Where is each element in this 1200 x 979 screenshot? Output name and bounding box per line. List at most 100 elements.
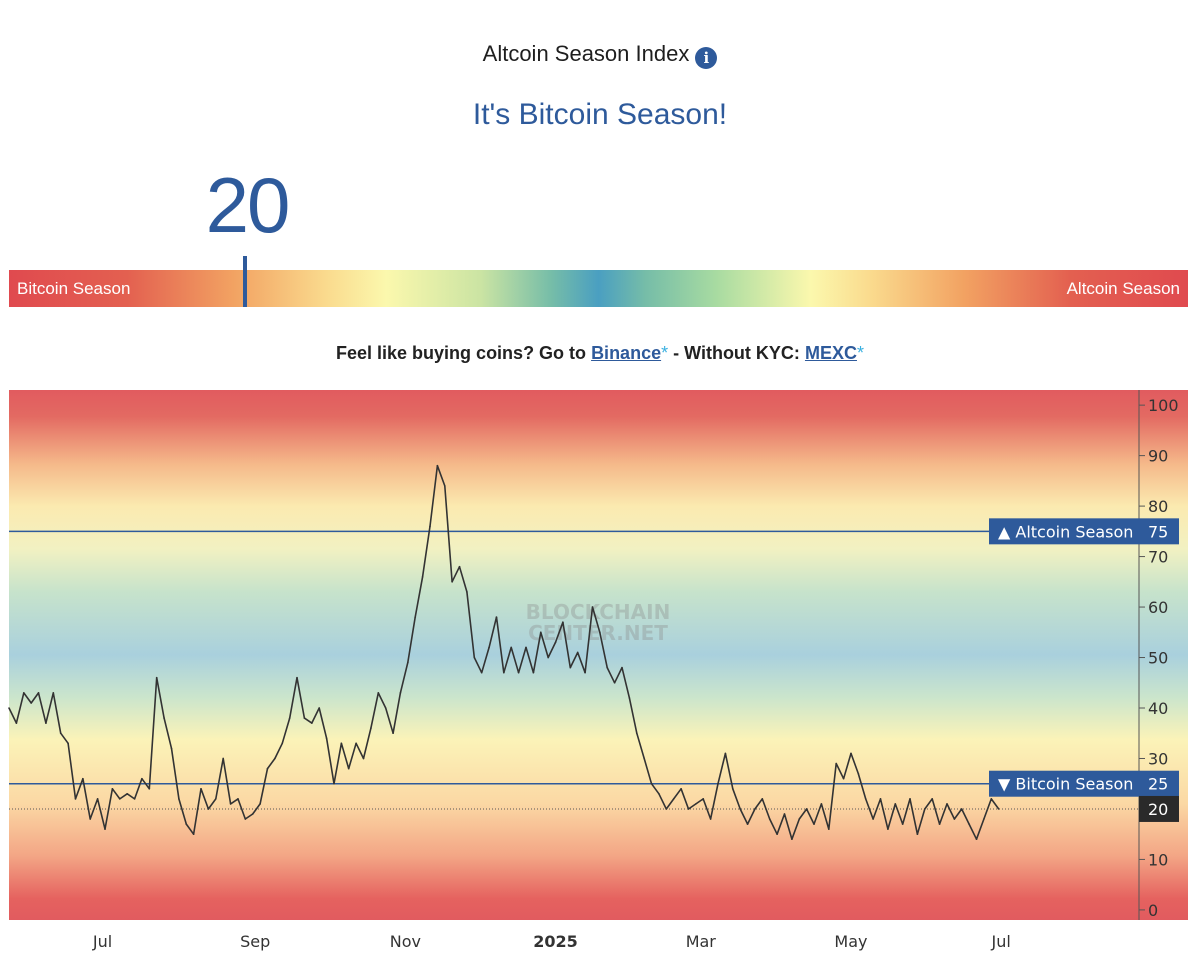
data-point <box>739 808 741 810</box>
data-point <box>30 702 32 704</box>
data-point <box>990 798 993 800</box>
data-point <box>207 808 210 810</box>
data-point <box>141 777 143 780</box>
data-point <box>266 767 269 770</box>
data-point <box>281 742 284 745</box>
data-point <box>864 798 867 800</box>
data-point <box>155 676 158 679</box>
data-point <box>805 808 808 810</box>
y-tick-label: 50 <box>1148 649 1168 668</box>
data-point <box>643 757 645 760</box>
data-point <box>148 787 151 790</box>
data-point <box>731 787 734 790</box>
data-point <box>835 762 837 765</box>
data-point <box>429 525 431 528</box>
data-point <box>768 818 771 820</box>
data-point <box>355 742 357 745</box>
season-gauge-bar: Bitcoin Season Altcoin Season <box>9 256 1188 307</box>
data-point <box>96 798 99 800</box>
y-tick-label: 80 <box>1148 497 1168 516</box>
data-point <box>325 737 328 740</box>
threshold-tag <box>989 770 1179 797</box>
data-point <box>850 752 852 755</box>
data-point <box>680 787 682 790</box>
data-point <box>488 646 490 649</box>
data-point <box>451 581 453 583</box>
mexc-link[interactable]: MEXC <box>804 343 857 363</box>
data-point <box>761 798 764 800</box>
page-title: Altcoin Season Index <box>482 41 690 66</box>
x-tick-label: Jul <box>990 932 1010 951</box>
data-point <box>525 646 527 649</box>
y-tick-label: 70 <box>1148 548 1168 567</box>
altcoin-season-chart: BLOCKCHAIN CENTER.NET 0 10 20 30 40 50 60 70 80 9… <box>0 390 1200 974</box>
data-point <box>591 606 594 608</box>
data-point <box>303 717 306 719</box>
data-point <box>857 772 860 775</box>
threshold-value: 75 <box>1148 522 1168 541</box>
data-point <box>635 732 638 735</box>
data-point <box>576 651 579 654</box>
data-point <box>296 676 298 679</box>
threshold-label: ▼ Bitcoin Season <box>998 775 1133 794</box>
x-tick-label: Sep <box>240 932 270 951</box>
threshold-tag <box>989 518 1179 545</box>
data-point <box>746 823 749 825</box>
data-point <box>584 671 586 674</box>
current-value-label: 20 <box>1148 800 1168 819</box>
season-status-message: It's Bitcoin Season! <box>472 98 728 131</box>
data-point <box>436 464 439 467</box>
data-point <box>842 777 845 780</box>
data-point <box>458 565 461 568</box>
promo-line: Feel like buying coins? Go to Binance* -… <box>0 341 1200 365</box>
data-point <box>554 641 557 644</box>
data-point <box>259 803 261 805</box>
data-point <box>606 666 609 669</box>
data-point <box>52 692 55 694</box>
current-index-value: 20 <box>205 161 291 249</box>
data-point <box>924 808 926 810</box>
data-point <box>133 798 136 800</box>
data-point <box>311 722 313 724</box>
data-point <box>628 697 631 699</box>
data-point <box>909 798 911 800</box>
gauge-label-bitcoin-season: Bitcoin Season <box>17 279 131 298</box>
threshold-lines: ▲ Altcoin Season 75 ▼ Bitcoin Season 25 <box>9 518 1179 797</box>
binance-link[interactable]: Binance <box>591 343 662 363</box>
data-point <box>59 732 62 735</box>
y-tick-label: 10 <box>1148 850 1168 869</box>
data-point <box>473 656 476 659</box>
data-point <box>318 707 320 709</box>
y-tick-label: 30 <box>1148 749 1168 768</box>
y-tick-label: 100 <box>1148 396 1179 415</box>
binance-star: * <box>661 343 669 363</box>
data-point <box>569 666 572 669</box>
data-point <box>997 808 1000 810</box>
x-tick-label: Jul <box>92 932 112 951</box>
promo-middle: - Without KYC: <box>673 343 800 363</box>
data-point <box>724 752 727 755</box>
data-point <box>621 666 623 669</box>
data-point <box>414 616 417 618</box>
data-point <box>237 798 239 800</box>
data-point <box>901 823 904 825</box>
data-point <box>975 838 978 841</box>
data-point <box>466 591 468 593</box>
info-icon[interactable]: i <box>695 47 718 69</box>
data-point <box>333 782 335 785</box>
data-point <box>820 803 823 805</box>
series-line <box>8 464 1000 841</box>
data-point <box>547 656 549 659</box>
data-point <box>82 777 84 780</box>
data-point <box>288 717 291 719</box>
data-point <box>185 823 188 825</box>
current-value-tag <box>1139 795 1179 822</box>
x-tick-label: May <box>834 932 867 951</box>
data-point <box>754 808 756 810</box>
data-point <box>613 681 616 684</box>
data-point <box>399 692 402 694</box>
data-point <box>170 747 173 750</box>
data-point <box>650 782 653 785</box>
data-point <box>702 798 705 800</box>
data-point <box>163 717 165 719</box>
